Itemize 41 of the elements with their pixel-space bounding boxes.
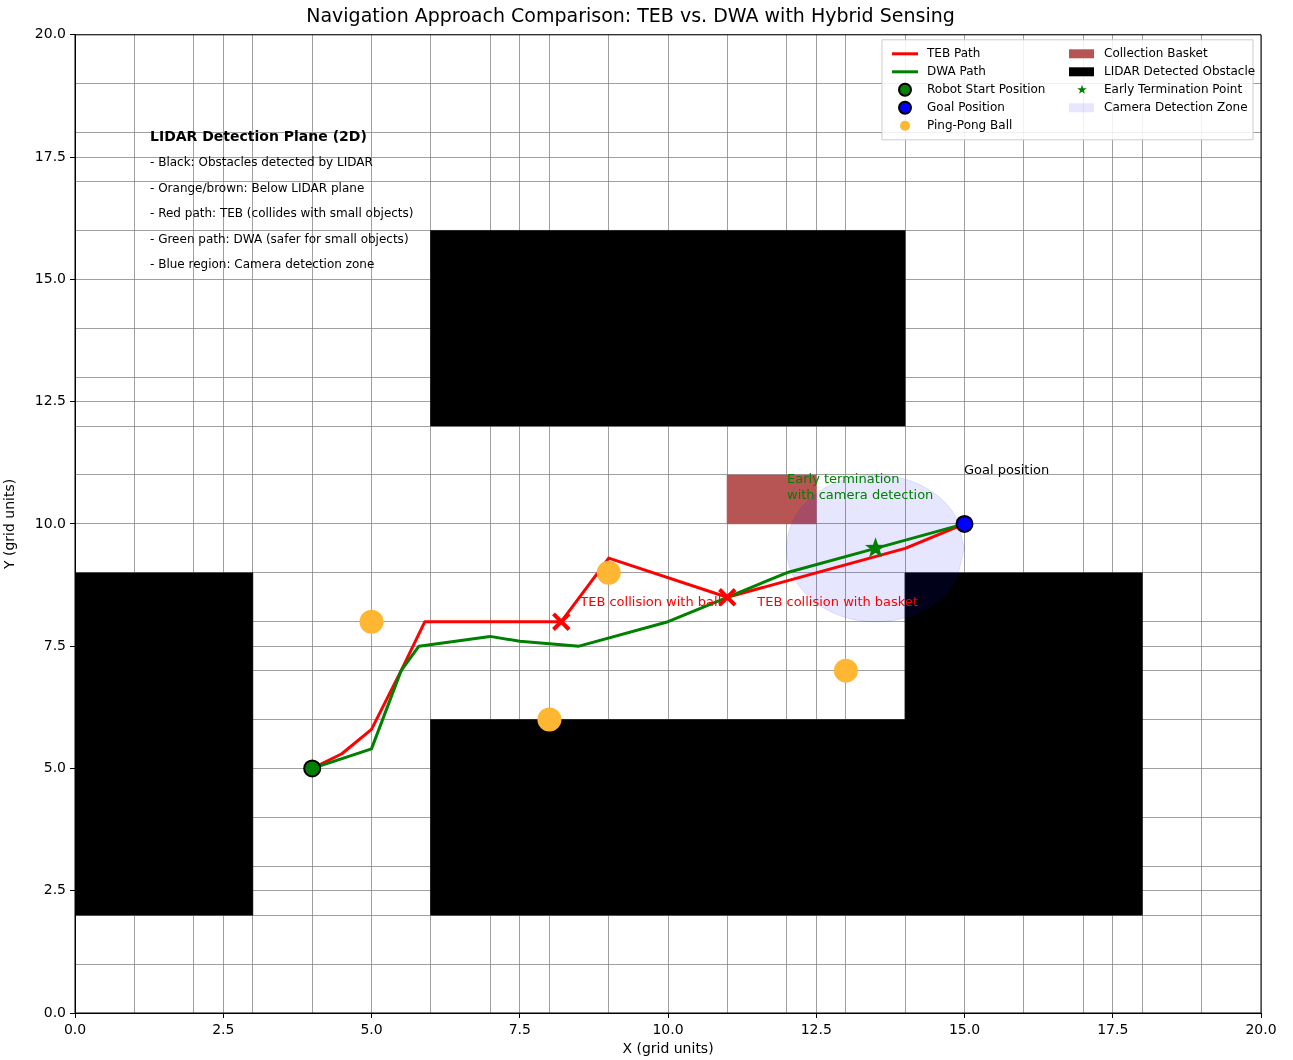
annotation: LIDAR Detection Plane (2D): [150, 128, 367, 145]
y-tick-label: 10.0: [34, 514, 66, 531]
annotation: - Red path: TEB (collides with small objects): [150, 206, 414, 221]
legend-label: Goal Position: [927, 99, 1005, 114]
legend-label: Ping-Pong Ball: [927, 117, 1013, 132]
x-tick-label: 0.0: [63, 1021, 87, 1038]
y-tick-label: 12.5: [34, 392, 66, 409]
legend-label: LIDAR Detected Obstacle: [1104, 63, 1256, 78]
y-tick-label: 0.0: [43, 1003, 66, 1020]
legend-label: Collection Basket: [1104, 45, 1208, 60]
point: [303, 759, 322, 778]
legend-label: TEB Path: [926, 45, 981, 60]
x-tick-label: 2.5: [212, 1021, 235, 1038]
point: [551, 611, 572, 632]
y-tick-label: 20.0: [34, 25, 66, 42]
annotation: - Black: Obstacles detected by LIDAR: [150, 155, 373, 170]
x-tick-label: 7.5: [508, 1021, 531, 1038]
annotation: - Blue region: Camera detection zone: [150, 257, 375, 272]
y-tick-label: 17.5: [34, 147, 66, 164]
legend-label: Early Termination Point: [1104, 81, 1243, 96]
x-tick-label: 20.0: [1245, 1021, 1277, 1038]
x-tick-label: 15.0: [948, 1021, 981, 1038]
x-tick-label: 17.5: [1097, 1021, 1129, 1038]
point: [865, 537, 887, 558]
x-axis-title: X (grid units): [622, 1040, 714, 1057]
x-tick-label: 10.0: [652, 1021, 684, 1038]
annotation: - Green path: DWA (safer for small objects): [150, 231, 409, 246]
legend-label: Robot Start Position: [927, 81, 1046, 96]
point: [955, 514, 974, 533]
x-tick-label: 12.5: [800, 1021, 832, 1038]
y-tick-label: 15.0: [34, 269, 66, 286]
legend-label: DWA Path: [927, 63, 986, 78]
x-tick-label: 5.0: [360, 1021, 383, 1038]
chart-title: Navigation Approach Comparison: TEB vs. DWA with Hybrid Sensing: [306, 4, 955, 27]
annotation: - Orange/brown: Below LIDAR plane: [150, 180, 365, 195]
legend-label: Camera Detection Zone: [1104, 99, 1248, 114]
y-tick-label: 7.5: [43, 636, 66, 653]
annotation: Goal position: [964, 462, 1050, 478]
y-tick-label: 2.5: [43, 881, 66, 898]
y-tick-label: 5.0: [43, 759, 66, 776]
y-axis-title: Y (grid units): [1, 478, 18, 571]
